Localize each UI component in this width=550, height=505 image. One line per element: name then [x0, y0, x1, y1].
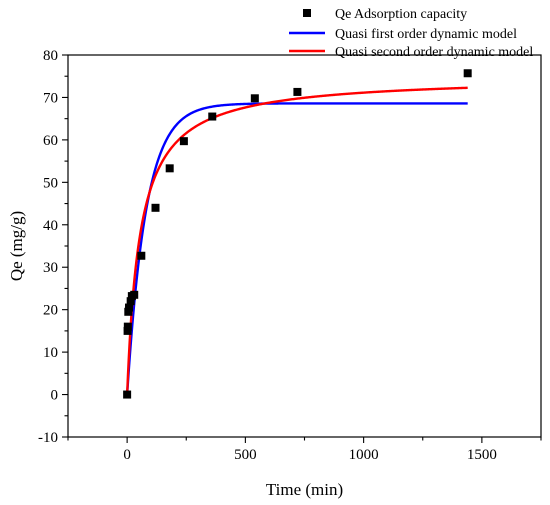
data-point	[293, 87, 302, 96]
x-tick-label: 500	[234, 447, 257, 463]
data-point	[151, 203, 160, 212]
data-point	[123, 322, 132, 331]
series-line-2	[125, 86, 468, 395]
y-tick-label: -10	[38, 430, 58, 446]
data-point	[124, 307, 133, 316]
x-tick-label: 0	[123, 447, 131, 463]
legend: Qe Adsorption capacity Quasi first order …	[289, 7, 533, 60]
data-point	[123, 326, 132, 335]
y-tick-label: 70	[43, 90, 58, 106]
data-point	[179, 137, 188, 146]
legend-label: Quasi first order dynamic model	[335, 27, 517, 42]
plot-area	[123, 69, 472, 399]
legend-label: Qe Adsorption capacity	[335, 7, 467, 22]
axes: 0 500 1000 1500 -10 0 10 20 30 40 50 60 70 80	[38, 48, 542, 463]
data-point	[137, 251, 146, 260]
data-point	[463, 69, 472, 78]
y-axis-title: Qe (mg/g)	[7, 211, 26, 281]
y-tick-label: 20	[43, 303, 58, 319]
data-point	[123, 390, 132, 399]
y-tick-label: 30	[43, 260, 58, 276]
data-point	[126, 297, 135, 306]
y-tick-label: 60	[43, 133, 58, 149]
series-line-1	[125, 102, 468, 395]
x-tick-label: 1500	[467, 447, 497, 463]
y-tick-label: 40	[43, 218, 58, 234]
y-tick-label: 10	[43, 345, 58, 361]
legend-label: Quasi second order dynamic model	[335, 45, 533, 60]
y-tick-label: 50	[43, 175, 58, 191]
data-point	[250, 94, 259, 103]
data-point	[165, 164, 174, 173]
x-tick-label: 1000	[349, 447, 379, 463]
data-point	[130, 290, 139, 299]
data-point	[125, 303, 134, 312]
legend-marker	[303, 9, 311, 17]
x-axis-title: Time (min)	[266, 480, 343, 499]
y-tick-label: 0	[51, 388, 59, 404]
data-point	[208, 112, 217, 121]
y-tick-label: 80	[43, 48, 58, 64]
